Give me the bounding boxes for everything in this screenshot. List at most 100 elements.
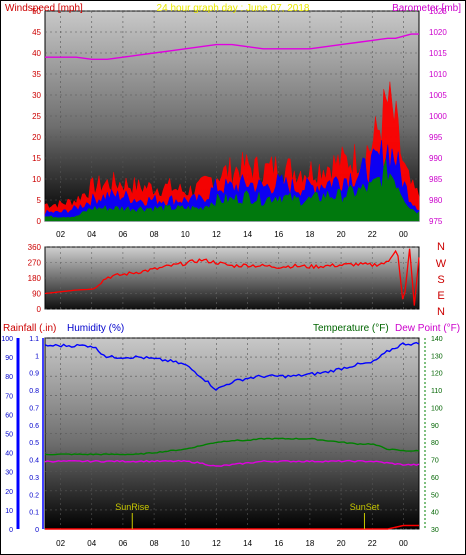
humidity-tick-label: 90: [5, 355, 13, 362]
humidity-tick-label: 50: [5, 432, 13, 439]
windspeed-tick-label: 15: [32, 154, 41, 163]
wind-x-tick-label: 20: [337, 230, 346, 239]
bottom-x-tick-label: 08: [150, 539, 159, 548]
barometer-tick-label: 1025: [429, 7, 447, 16]
wind-gust-area: [44, 81, 420, 222]
direction-grid: [45, 246, 419, 310]
humidity-axis-title: Humidity (%): [67, 323, 124, 334]
rain-tick-label: 0.7: [29, 405, 39, 412]
wind-x-tick-label: 22: [368, 230, 377, 239]
bottom-x-tick-label: 20: [337, 539, 346, 548]
bottom-x-tick-label: 16: [274, 539, 283, 548]
windspeed-tick-label: 45: [32, 28, 41, 37]
barometer-tick-label: 1000: [429, 112, 447, 121]
humidity-tick-label: 20: [5, 489, 13, 496]
rain-tick-label: 0.9: [29, 371, 39, 378]
compass-label-w: W: [436, 258, 447, 270]
wind-x-tick-label: 08: [150, 230, 159, 239]
bottom-x-axis-ticks: 02 04 06 08 10 12 14 16 18 20 22 00: [56, 539, 408, 548]
wind-direction-chart: 0 90 180 270 360 N W S E N: [28, 241, 447, 318]
wind-x-tick-label: 16: [274, 230, 283, 239]
temperature-tick-label: 60: [431, 475, 439, 482]
windspeed-tick-label: 0: [37, 217, 42, 226]
dewpoint-axis-title: Dew Point (°F): [395, 323, 460, 334]
wind-x-tick-label: 18: [305, 230, 314, 239]
direction-tick-label: 0: [37, 305, 42, 314]
windspeed-axis-title: Windspeed [mph]: [5, 3, 83, 14]
temperature-tick-label: 110: [431, 388, 442, 395]
barometer-axis-ticks: 975 980 985 990 995 1000 1005 1010 1015 1020 1025: [429, 7, 447, 226]
wind-x-tick-label: 12: [212, 230, 221, 239]
humidity-tick-label: 100: [1, 336, 13, 343]
rainfall-axis-title: Rainfall (.in): [3, 323, 56, 334]
bottom-x-tick-label: 00: [399, 539, 408, 548]
wind-series: [44, 33, 420, 222]
barometer-tick-label: 995: [429, 133, 443, 142]
windspeed-tick-label: 30: [32, 91, 41, 100]
wind-x-tick-label: 00: [399, 230, 408, 239]
compass-label-n-top: N: [437, 241, 445, 253]
temperature-line: [44, 437, 420, 456]
humidity-axis-ticks: 0 10 20 30 40 50 60 70 80 90 100: [1, 336, 13, 534]
temperature-tick-label: 120: [431, 371, 443, 378]
windspeed-tick-label: 40: [32, 49, 41, 58]
barometer-tick-label: 1005: [429, 91, 447, 100]
barometer-tick-label: 1015: [429, 49, 447, 58]
direction-axis-ticks: 0 90 180 270 360: [28, 243, 42, 314]
direction-tick-label: 90: [32, 290, 41, 299]
rain-tick-label: 0: [35, 527, 39, 534]
humidity-tick-label: 0: [9, 527, 13, 534]
wind-x-tick-label: 10: [181, 230, 190, 239]
windspeed-tick-label: 20: [32, 133, 41, 142]
temperature-tick-label: 100: [431, 405, 443, 412]
barometer-line: [45, 33, 419, 60]
rain-tick-label: 0.1: [29, 510, 39, 517]
humidity-tick-label: 40: [5, 451, 13, 458]
compass-label-e: E: [437, 290, 444, 302]
rain-tick-label: 0.5: [29, 440, 39, 447]
barometer-tick-label: 975: [429, 217, 443, 226]
temperature-tick-label: 140: [431, 336, 443, 343]
barometer-tick-label: 1020: [429, 28, 447, 37]
bottom-x-tick-label: 10: [181, 539, 190, 548]
windspeed-tick-label: 25: [32, 112, 41, 121]
barometer-tick-label: 985: [429, 175, 443, 184]
humidity-tick-label: 60: [5, 412, 13, 419]
bottom-series: [44, 341, 420, 530]
graph-day-title: 24 hour graph day : June 07, 2018: [157, 3, 310, 14]
rain-axis-ticks: 0 0.1 0.2 0.3 0.4 0.5 0.6 0.7 0.8 0.9 1 1.1: [29, 336, 39, 534]
windspeed-tick-label: 10: [32, 175, 41, 184]
bottom-x-tick-label: 02: [56, 539, 65, 548]
compass-label-s: S: [437, 274, 444, 286]
bottom-x-tick-label: 22: [368, 539, 377, 548]
windspeed-tick-label: 35: [32, 70, 41, 79]
barometer-tick-label: 990: [429, 154, 443, 163]
barometer-axis-title: Barometer [mb]: [392, 3, 461, 14]
sunrise-label: SunRise: [115, 502, 149, 512]
bottom-x-tick-label: 14: [243, 539, 252, 548]
temperature-tick-label: 50: [431, 492, 439, 499]
sun-markers: SunRise SunSet: [115, 502, 380, 529]
wind-x-tick-label: 14: [243, 230, 252, 239]
wind-x-tick-label: 02: [56, 230, 65, 239]
direction-tick-label: 360: [28, 243, 42, 252]
bottom-x-tick-label: 18: [305, 539, 314, 548]
direction-tick-label: 270: [28, 259, 42, 268]
temperature-tick-label: 90: [431, 423, 439, 430]
windspeed-tick-label: 50: [32, 7, 41, 16]
compass-label-n-bottom: N: [437, 306, 445, 318]
humidity-tick-label: 70: [5, 393, 13, 400]
temperature-axis-ticks: 30 40 50 60 70 80 90 100 110 120 130 140: [431, 336, 443, 534]
wind-x-tick-label: 04: [87, 230, 96, 239]
direction-series: [44, 248, 420, 306]
rain-tick-label: 0.8: [29, 388, 39, 395]
wind-x-axis-ticks: 02 04 06 08 10 12 14 16 18 20 22 00: [56, 230, 408, 239]
temperature-axis-title: Temperature (°F): [313, 323, 389, 334]
humidity-tick-label: 80: [5, 374, 13, 381]
temperature-tick-label: 80: [431, 440, 439, 447]
temperature-tick-label: 40: [431, 510, 439, 517]
